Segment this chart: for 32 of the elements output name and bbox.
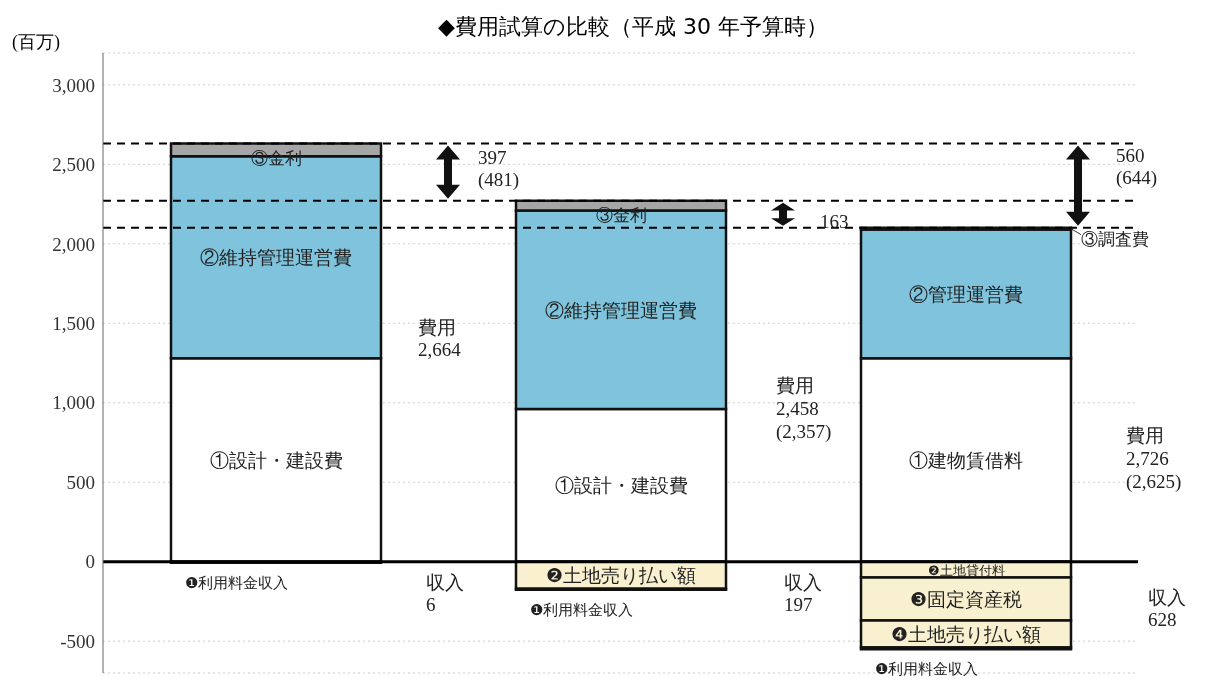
data-label: ❶利用料金収入: [874, 661, 978, 678]
data-label: ❷土地売り払い額: [546, 564, 696, 586]
y-tick-label: 1,000: [52, 392, 95, 414]
data-label: ❶利用料金収入: [529, 601, 633, 618]
annotation: 費用 2,458 (2,357): [776, 374, 832, 443]
annotation: 収入 197: [784, 571, 822, 615]
annotation: 収入 6: [426, 571, 464, 615]
data-label: ①設計・建設費: [209, 449, 343, 471]
chart-title: ◆費用試算の比較（平成 30 年予算時）: [438, 14, 828, 39]
y-tick-label: 1,500: [52, 313, 95, 334]
text: 収入 628: [1148, 586, 1186, 630]
y-tick-label: 2,000: [52, 233, 95, 255]
annotation: 560 (644): [1116, 144, 1158, 189]
data-label: ❹土地売り払い額: [891, 623, 1041, 645]
annotation: 費用 2,726 (2,625): [1126, 424, 1182, 493]
data-label: ①建物賃借料: [909, 449, 1023, 471]
data-label: ②維持管理運営費: [200, 246, 352, 268]
annotation: 費用 2,664: [418, 316, 462, 360]
y-axis-title: (百万): [12, 31, 60, 54]
data-label: ①設計・建設費: [554, 474, 688, 496]
y-tick-label: 0: [85, 551, 95, 573]
y-tick-label: 2,500: [52, 154, 95, 176]
y-tick-label: -500: [60, 630, 95, 652]
data-label: ②管理運営費: [909, 283, 1023, 305]
data-label: ❶利用料金収入: [184, 574, 288, 591]
y-tick-label: 500: [66, 471, 95, 493]
annotation: 163: [820, 210, 849, 232]
y-tick-label: 3,000: [52, 74, 95, 96]
data-label: ③調査費: [1081, 229, 1149, 249]
data-label: ❸固定資産税: [910, 588, 1022, 610]
data-label: ②維持管理運営費: [545, 299, 697, 321]
annotation: 397 (481): [478, 146, 520, 191]
